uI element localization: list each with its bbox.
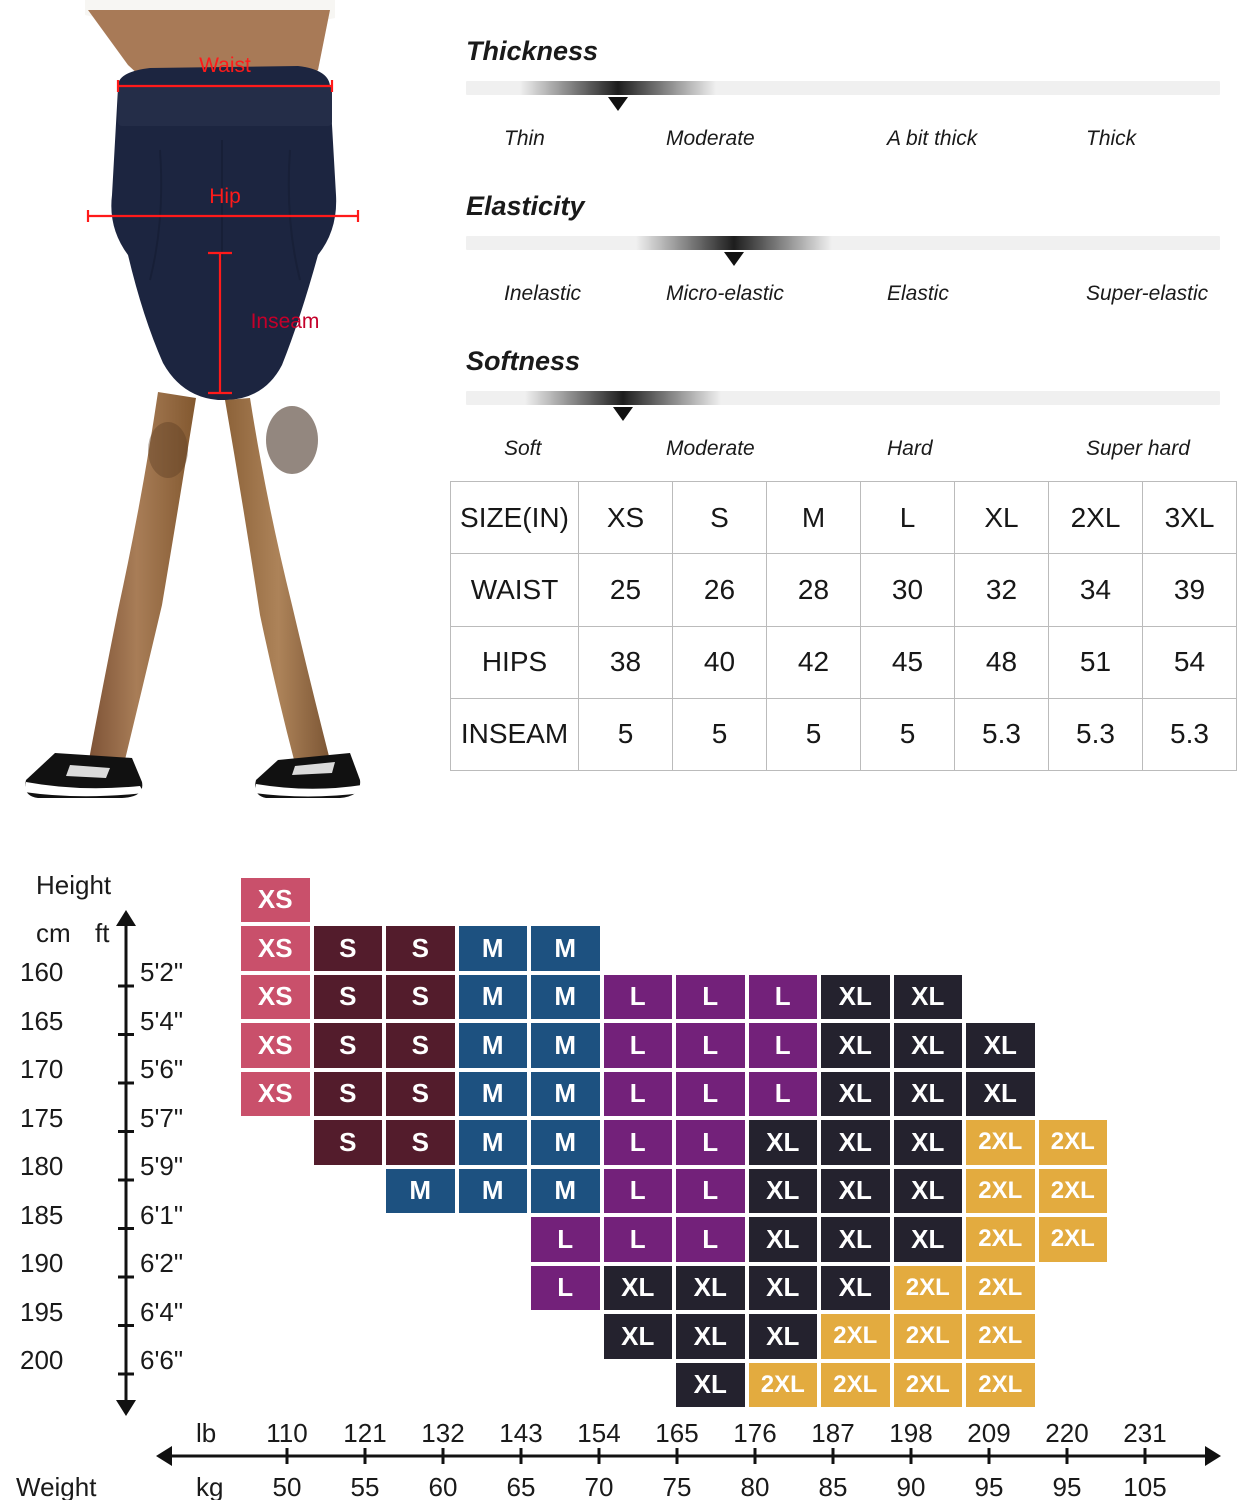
svg-text:Hip: Hip (209, 185, 241, 208)
svg-text:Inseam: Inseam (251, 310, 320, 333)
svg-text:Waist: Waist (199, 54, 251, 77)
